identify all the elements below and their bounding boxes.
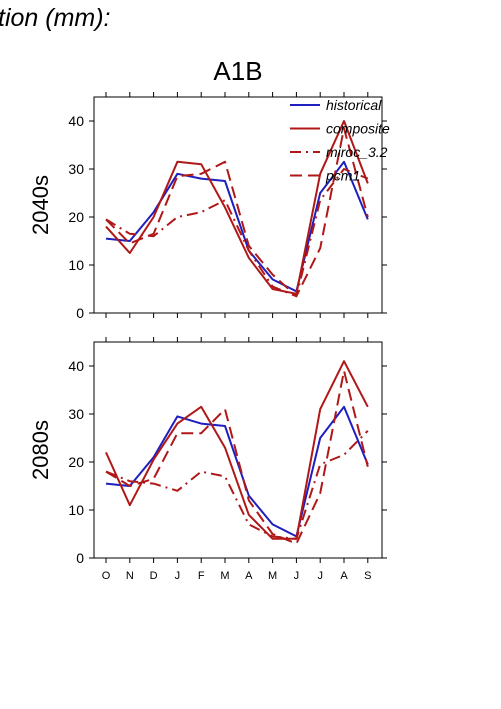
series-line-historical (105, 405, 369, 538)
x-tick-label: J (317, 570, 323, 582)
x-tick-label: M (268, 570, 277, 582)
y-tick-label: 10 (68, 502, 84, 518)
y-tick-label: 0 (76, 550, 84, 566)
y-tick-label: 20 (68, 454, 84, 470)
y-tick-label: 20 (68, 209, 84, 225)
y-tick-label: 30 (68, 161, 84, 177)
series-line-miroc-3-2 (105, 430, 369, 540)
x-tick-label: A (245, 570, 253, 582)
legend-label: pcm1 (325, 168, 360, 184)
series-line-composite (105, 120, 369, 295)
x-tick-label: F (198, 570, 205, 582)
series-line-pcm1 (105, 369, 369, 545)
y-axis-label: 2040s (28, 175, 53, 235)
x-tick-label: N (126, 570, 134, 582)
scenario-title: A1B (213, 56, 263, 86)
y-tick-label: 30 (68, 406, 84, 422)
y-tick-label: 40 (68, 358, 84, 374)
plot-frame-2080s (93, 341, 383, 559)
y-axis-label: 2080s (28, 420, 53, 480)
x-tick-label: J (294, 570, 300, 582)
series-line-historical (105, 160, 369, 293)
series-line-composite (105, 360, 369, 540)
x-tick-label: J (175, 570, 181, 582)
x-tick-label: S (364, 570, 371, 582)
figure-title: tion (mm): (0, 4, 111, 32)
y-tick-label: 10 (68, 257, 84, 273)
x-tick-label: A (340, 570, 348, 582)
legend-label: miroc_3.2 (326, 144, 388, 160)
legend-label: historical (326, 97, 382, 113)
x-tick-label: O (102, 570, 111, 582)
legend-label: composite (326, 121, 390, 137)
y-tick-label: 0 (76, 305, 84, 321)
series-line-pcm1 (105, 127, 369, 298)
y-tick-label: 40 (68, 113, 84, 129)
x-tick-label: M (220, 570, 229, 582)
plot-frame-2040s (93, 96, 383, 314)
x-tick-label: D (150, 570, 158, 582)
